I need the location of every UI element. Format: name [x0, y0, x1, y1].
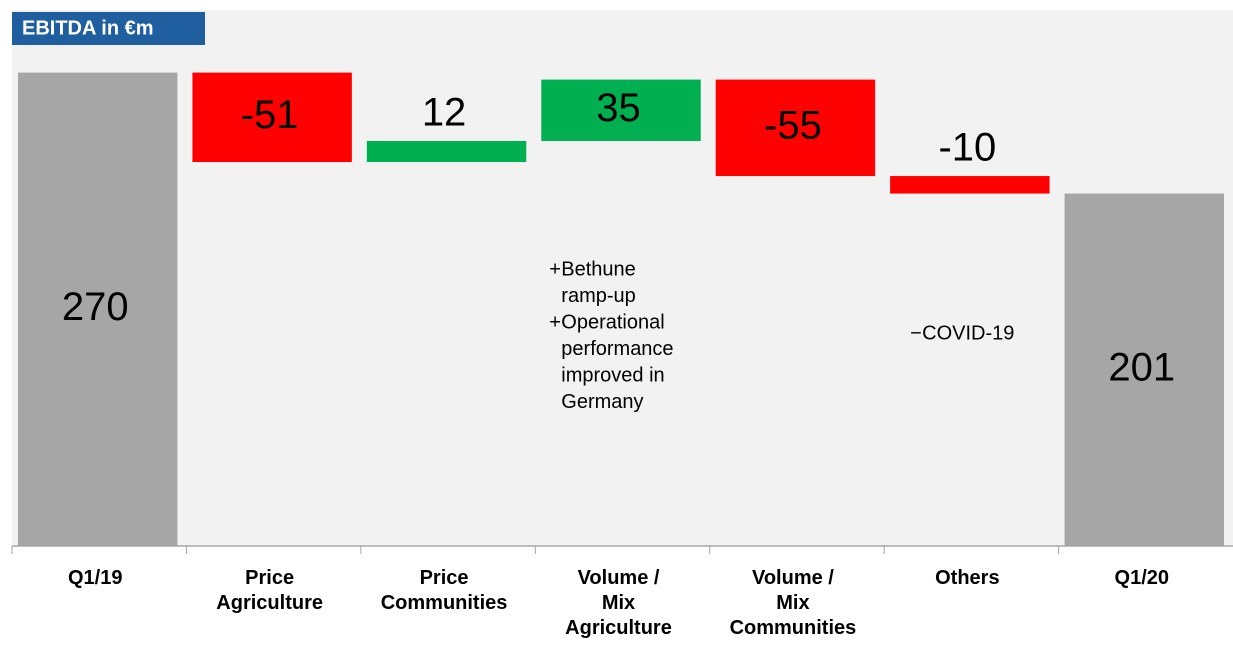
bar [192, 72, 352, 163]
annotation-marker: + [549, 311, 561, 333]
x-tick-label: Others [935, 567, 999, 589]
value-label: 12 [422, 91, 467, 135]
x-tick-label: Price Agriculture [216, 567, 323, 614]
bar [715, 79, 876, 177]
value-label: -10 [938, 126, 996, 170]
chart-title: EBITDA in €m [22, 17, 154, 39]
bar [1064, 193, 1224, 546]
annotation-text: COVID-19 [922, 322, 1014, 344]
bar [890, 176, 1050, 194]
annotation-marker: − [910, 322, 922, 344]
title-box [12, 12, 205, 45]
annotation-text: Germany [561, 391, 643, 413]
x-tick-label: Q1/20 [1115, 567, 1169, 589]
annotation-text: Operational [561, 311, 664, 333]
value-label: -51 [241, 93, 299, 137]
value-label: 201 [1108, 345, 1175, 389]
bar [541, 79, 701, 141]
x-tick-label: Volume / Mix Communities [730, 567, 857, 639]
bar [366, 140, 527, 163]
annotation-text: improved in [561, 364, 664, 386]
value-label: 270 [62, 285, 129, 329]
x-tick-label: Q1/19 [68, 567, 122, 589]
annotation-text: ramp-up [561, 285, 635, 307]
annotation-text: Bethune [561, 258, 636, 280]
x-tick-label: Volume / Mix Agriculture [565, 567, 672, 639]
x-tick-label: Price Communities [381, 567, 508, 614]
value-label: 35 [596, 86, 641, 130]
annotation-marker: + [549, 258, 561, 280]
annotation-text: performance [561, 338, 673, 360]
value-label: -55 [764, 103, 822, 147]
bar [18, 72, 178, 546]
